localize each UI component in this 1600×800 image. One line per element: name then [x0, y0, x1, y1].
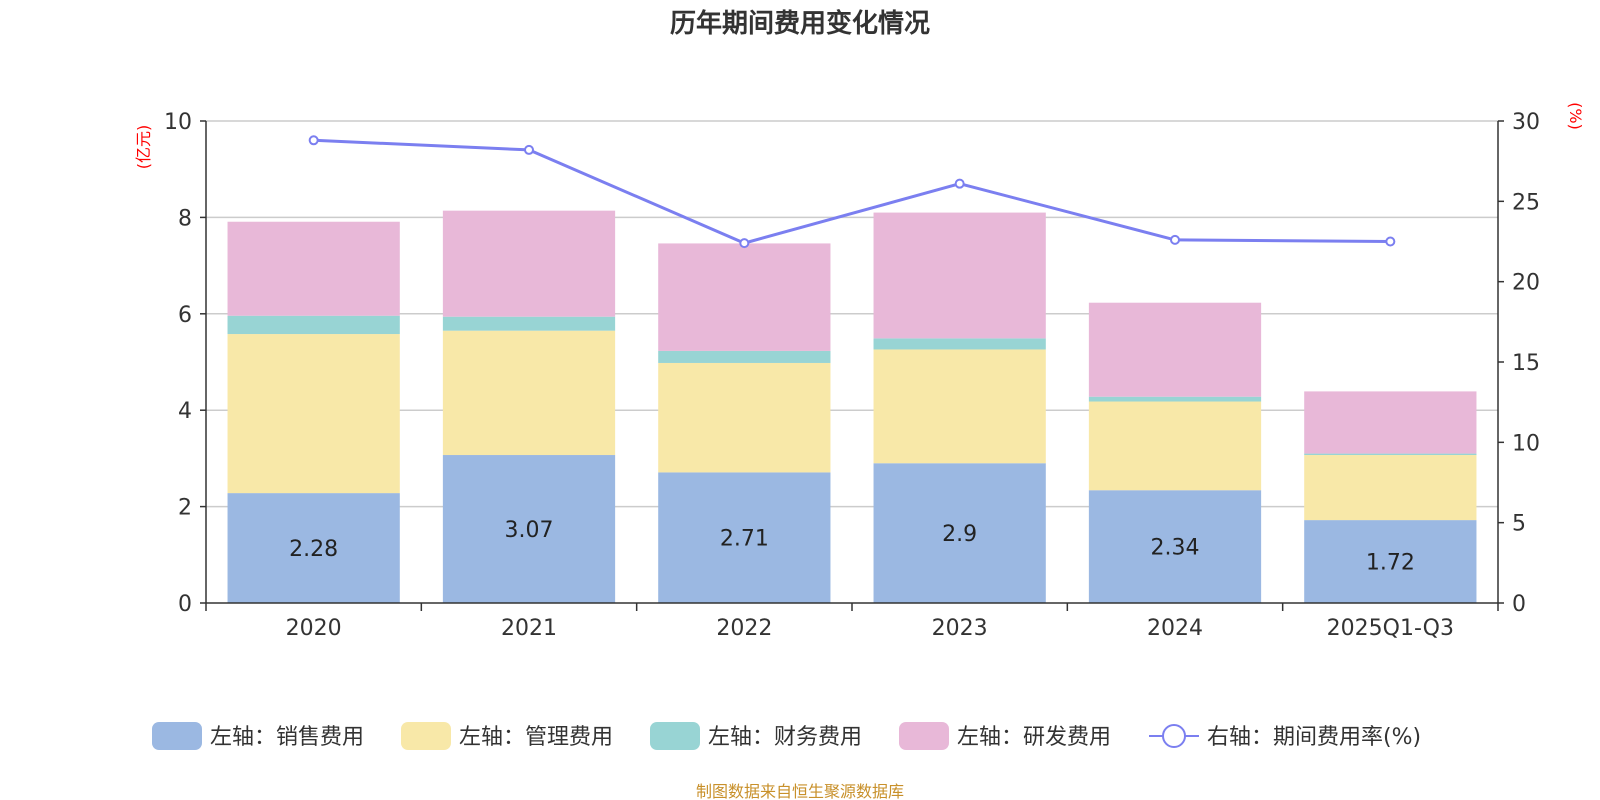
bar-segment	[873, 212, 1046, 339]
grid-lines	[206, 120, 1498, 508]
bar-segment	[227, 493, 400, 603]
bar-segment	[1304, 455, 1477, 521]
legend-marker	[1162, 724, 1186, 748]
bar-segment	[227, 315, 400, 335]
left-tick-label: 6	[178, 303, 192, 328]
left-tick-label: 4	[178, 399, 192, 424]
rate-point	[524, 144, 534, 155]
rate-point	[1170, 234, 1180, 245]
bar-series	[227, 210, 1477, 603]
bar-segment	[873, 463, 1046, 603]
legend-label: 左轴：财务费用	[708, 725, 862, 750]
right-tick-label: 20	[1512, 271, 1540, 296]
bar-segment	[658, 350, 831, 363]
bar-segment	[1088, 396, 1262, 402]
bar-segment	[658, 362, 831, 473]
rate-point	[739, 238, 750, 249]
right-tick-label: 25	[1512, 190, 1540, 215]
left-tick-label: 0	[178, 592, 192, 617]
bar-segment	[227, 334, 400, 494]
right-tick-label: 5	[1512, 512, 1526, 537]
chart-title: 历年期间费用变化情况	[670, 8, 930, 39]
rate-point	[308, 135, 319, 146]
x-tick-label: 2025Q1-Q3	[1327, 616, 1454, 641]
axes: 0 2 4 6 8 10 0 5 10 15 20 25 30 2020 2021 2022 2023 2024 2…	[164, 110, 1540, 641]
data-label: 2.28	[289, 537, 338, 562]
left-axis-unit: (亿元)	[134, 125, 153, 170]
bar-segment	[1088, 302, 1262, 397]
x-tick-label: 2022	[716, 616, 772, 641]
bar-segment	[1304, 453, 1477, 456]
legend-label: 左轴：研发费用	[957, 725, 1111, 750]
data-label: 2.34	[1151, 536, 1200, 561]
right-tick-label: 15	[1512, 351, 1540, 376]
data-label: 1.72	[1366, 551, 1415, 576]
legend-swatch	[899, 722, 949, 750]
bar-segment	[442, 316, 616, 331]
bar-segment	[442, 330, 616, 456]
bar-segment	[873, 338, 1046, 350]
left-tick-label: 10	[164, 110, 192, 135]
bar-segment	[1088, 490, 1262, 603]
legend-label: 左轴：销售费用	[210, 725, 364, 750]
bar-segment	[1088, 401, 1262, 491]
rate-line	[313, 138, 1391, 245]
bar-segment	[658, 243, 831, 351]
left-tick-label: 2	[178, 496, 192, 521]
x-tick-label: 2023	[932, 616, 988, 641]
legend-swatch	[401, 722, 451, 750]
rate-point	[1385, 236, 1396, 247]
data-label: 2.9	[942, 522, 977, 547]
left-tick-label: 8	[178, 206, 192, 231]
rate-point	[954, 178, 965, 189]
source-note: 制图数据来自恒生聚源数据库	[696, 782, 904, 800]
bar-segment	[442, 210, 616, 317]
legend-swatch	[152, 722, 202, 750]
right-tick-label: 30	[1512, 110, 1540, 135]
legend-swatch	[650, 722, 700, 750]
bar-segment	[658, 472, 831, 603]
right-tick-label: 10	[1512, 431, 1540, 456]
bar-segment	[1304, 520, 1477, 603]
right-axis-unit: (%)	[1566, 102, 1585, 130]
legend-label: 右轴：期间费用率(%)	[1207, 725, 1421, 750]
data-labels: 2.28 3.07 2.71 2.9 2.34 1.72	[289, 518, 1415, 576]
right-tick-label: 0	[1512, 592, 1526, 617]
x-tick-label: 2024	[1147, 616, 1203, 641]
bar-segment	[1304, 391, 1477, 454]
bar-segment	[227, 221, 400, 316]
rate-line-series	[308, 135, 1396, 249]
data-label: 3.07	[505, 518, 554, 543]
bar-segment	[873, 349, 1046, 464]
x-tick-label: 2020	[286, 616, 342, 641]
data-label: 2.71	[720, 527, 769, 552]
legend: 左轴：销售费用 左轴：管理费用 左轴：财务费用 左轴：研发费用 右轴：期间费用率(%)	[152, 722, 1421, 750]
legend-label: 左轴：管理费用	[459, 725, 613, 750]
x-tick-label: 2021	[501, 616, 557, 641]
bar-segment	[442, 455, 616, 603]
